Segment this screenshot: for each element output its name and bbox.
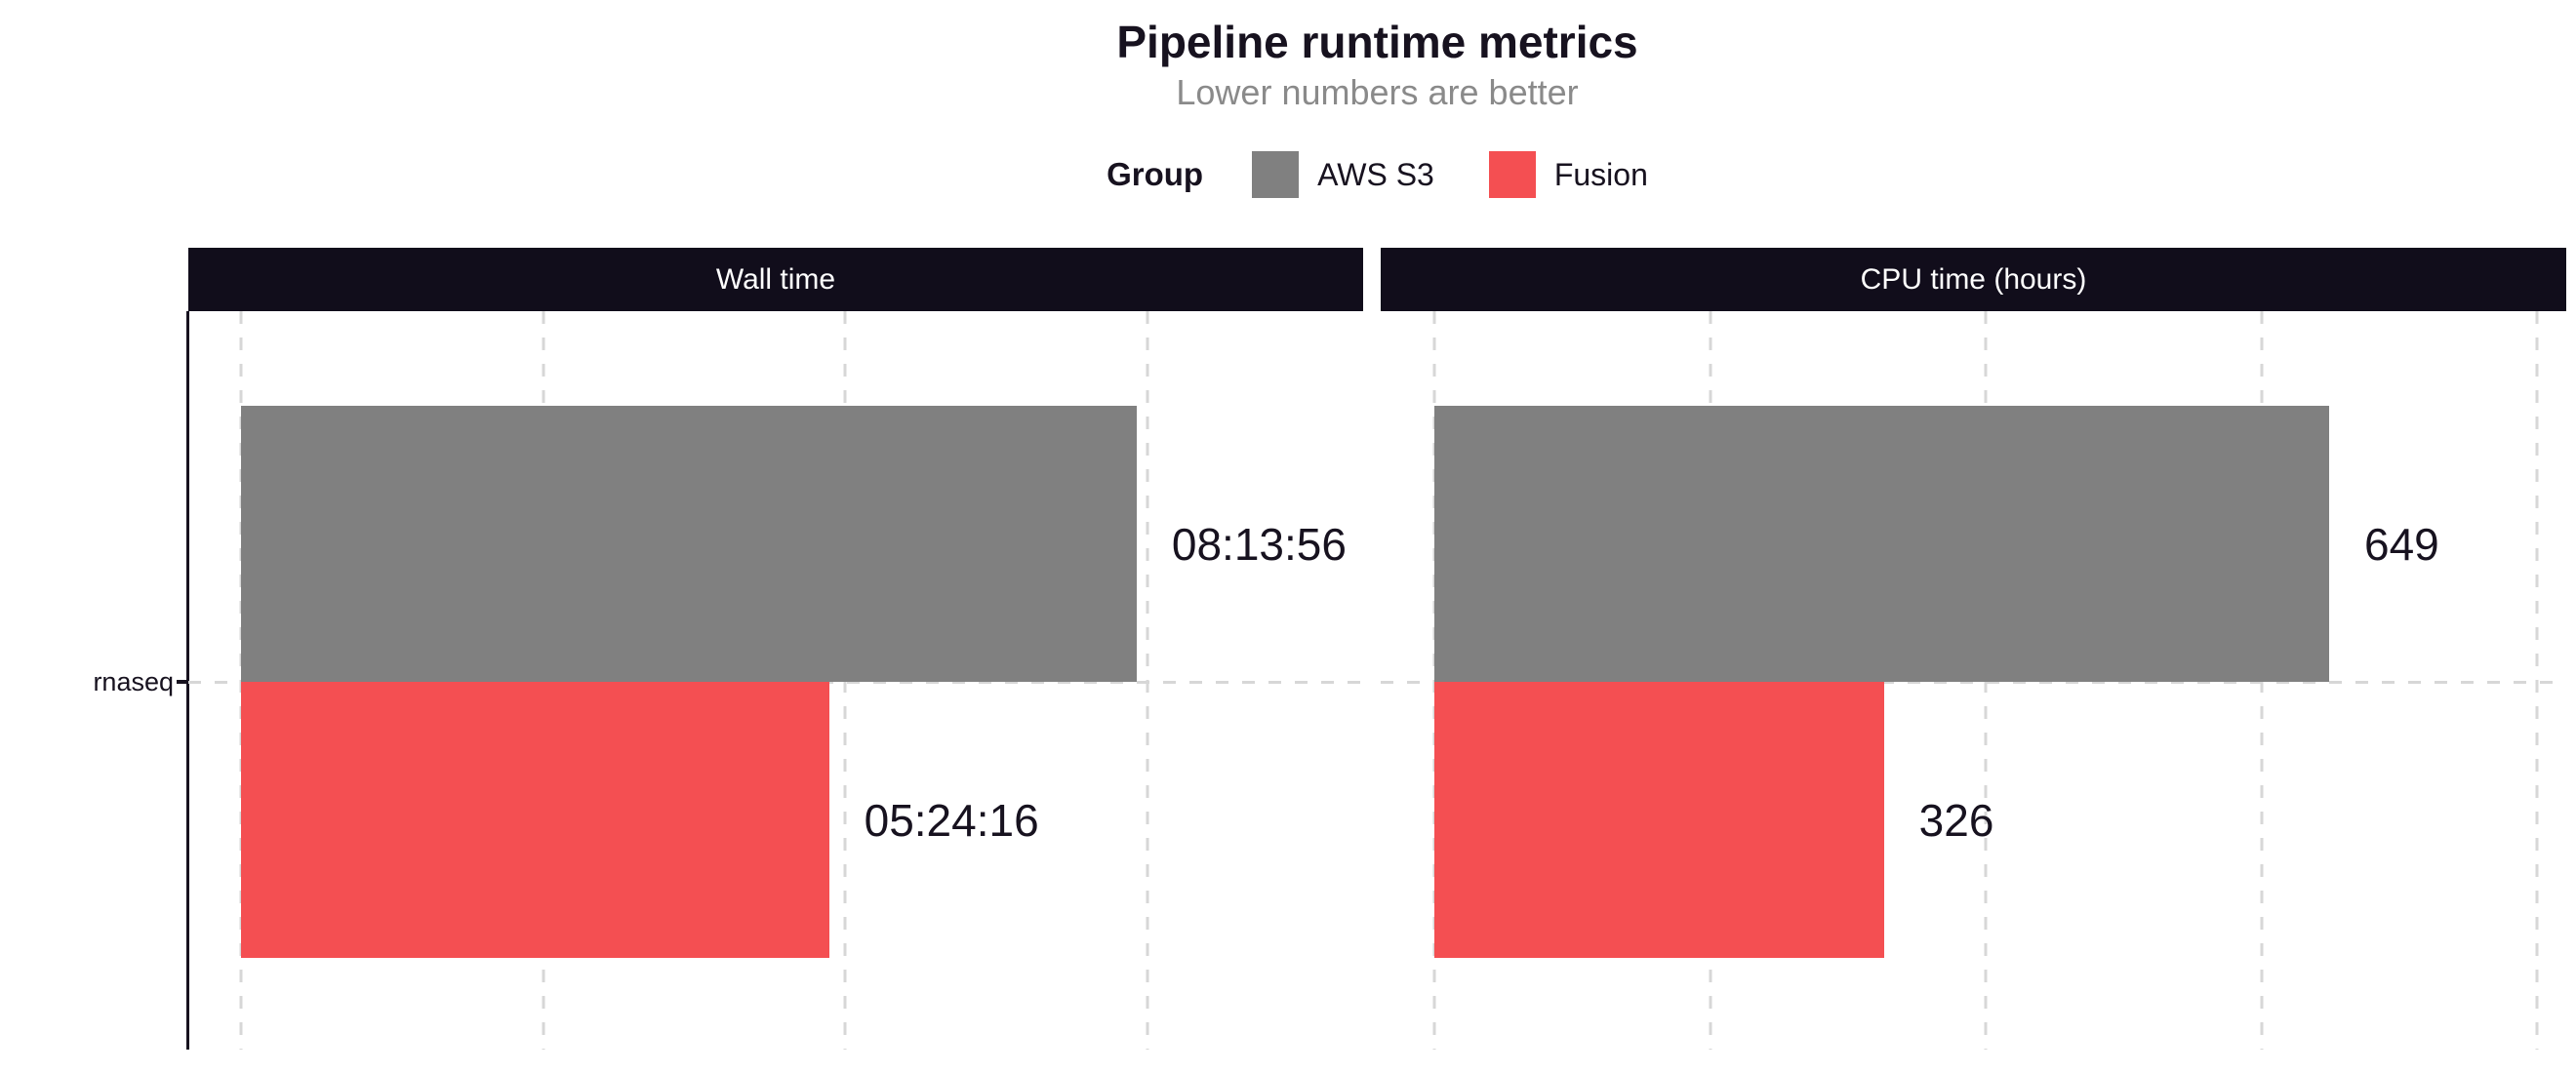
y-axis-tick-label: rnaseq bbox=[93, 667, 174, 696]
legend-swatch-aws-s3 bbox=[1252, 151, 1300, 198]
facet-wall-time: Wall time 08:13:56 05:24:16 bbox=[188, 248, 1363, 1050]
bar-cpu-time-aws-s3 bbox=[1434, 406, 2329, 682]
bar-cpu-time-fusion bbox=[1434, 682, 1884, 958]
bar-wall-time-aws-s3 bbox=[241, 406, 1137, 682]
facet-strip-title: Wall time bbox=[715, 262, 836, 296]
bar-wall-time-fusion bbox=[241, 682, 829, 958]
legend-label-fusion: Fusion bbox=[1553, 156, 1648, 192]
facet-panel-wall-time: 08:13:56 05:24:16 bbox=[188, 311, 1363, 1050]
bar-value-label-wall-time-fusion: 05:24:16 bbox=[864, 795, 1039, 846]
y-axis-tick bbox=[177, 680, 187, 684]
legend-title: Group bbox=[1107, 156, 1204, 192]
legend-item-fusion: Fusion bbox=[1488, 151, 1648, 198]
bar-value-label-cpu-time-fusion: 326 bbox=[1918, 795, 1994, 846]
facet-strip-cpu-time: CPU time (hours) bbox=[1381, 248, 2566, 311]
facet-strip-wall-time: Wall time bbox=[188, 248, 1363, 311]
page-title: Pipeline runtime metrics bbox=[1116, 17, 1638, 67]
page-subtitle: Lower numbers are better bbox=[1176, 72, 1579, 112]
bar-value-label-wall-time-aws-s3: 08:13:56 bbox=[1171, 519, 1347, 570]
legend: Group AWS S3 Fusion bbox=[188, 150, 2566, 199]
facet-cpu-time: CPU time (hours) 649 326 bbox=[1381, 248, 2566, 1050]
bar-value-label-cpu-time-aws-s3: 649 bbox=[2364, 519, 2439, 570]
facet-strip-title: CPU time (hours) bbox=[1860, 262, 2087, 296]
facet-panel-cpu-time: 649 326 bbox=[1381, 311, 2566, 1050]
chart-header: Pipeline runtime metrics Lower numbers a… bbox=[188, 14, 2566, 199]
legend-label-aws-s3: AWS S3 bbox=[1317, 156, 1434, 192]
y-axis-line bbox=[186, 311, 189, 1050]
legend-swatch-fusion bbox=[1488, 151, 1536, 198]
vertical-gridline bbox=[1146, 311, 1149, 1050]
category-gridline bbox=[1381, 681, 2566, 684]
facet-grid: Wall time 08:13:56 05:24:16 CPU time (ho… bbox=[188, 248, 2566, 1050]
legend-item-aws-s3: AWS S3 bbox=[1252, 151, 1434, 198]
vertical-gridline bbox=[2535, 311, 2539, 1050]
